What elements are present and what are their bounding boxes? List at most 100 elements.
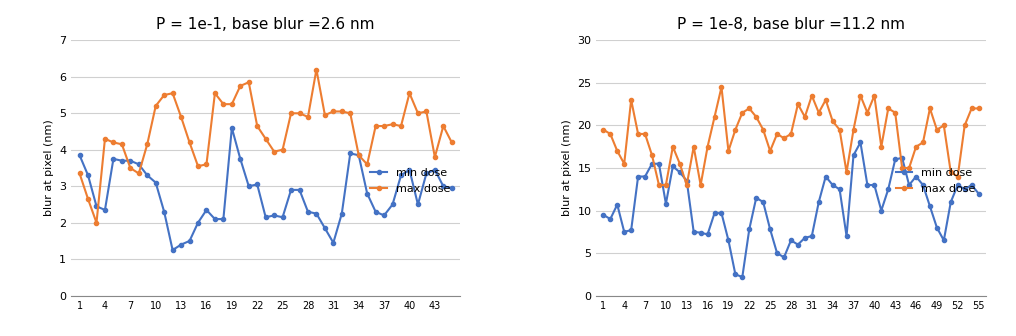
min dose	[184, 239, 196, 243]
max dose	[99, 137, 111, 141]
max dose	[674, 162, 686, 166]
max dose	[403, 91, 416, 95]
max dose	[90, 221, 103, 225]
max dose	[149, 104, 162, 108]
min dose	[378, 213, 390, 217]
Line: max dose: max dose	[77, 68, 454, 225]
min dose	[854, 140, 867, 144]
max dose	[421, 110, 433, 114]
max dose	[386, 122, 398, 126]
max dose	[302, 115, 314, 119]
max dose	[294, 111, 306, 115]
min dose	[158, 210, 171, 214]
max dose	[200, 162, 212, 166]
min dose	[972, 192, 985, 196]
max dose	[310, 68, 322, 72]
min dose	[327, 241, 339, 245]
min dose	[124, 159, 136, 163]
min dose	[666, 164, 679, 168]
max dose	[370, 124, 382, 128]
Line: min dose: min dose	[601, 140, 980, 279]
min dose	[243, 184, 255, 188]
Legend: min dose, max dose: min dose, max dose	[891, 163, 980, 198]
min dose	[965, 183, 977, 187]
min dose	[99, 208, 111, 212]
min dose	[251, 182, 263, 186]
min dose	[403, 168, 416, 172]
Legend: min dose, max dose: min dose, max dose	[366, 163, 455, 198]
min dose	[395, 173, 407, 177]
min dose	[446, 186, 458, 190]
max dose	[597, 128, 610, 132]
max dose	[175, 115, 187, 119]
max dose	[319, 113, 331, 117]
max dose	[108, 140, 120, 144]
max dose	[259, 137, 271, 141]
min dose	[437, 184, 449, 188]
min dose	[217, 217, 230, 221]
Line: max dose: max dose	[601, 85, 980, 187]
max dose	[243, 80, 255, 84]
max dose	[395, 124, 407, 128]
min dose	[743, 227, 755, 231]
min dose	[82, 173, 94, 177]
min dose	[310, 212, 322, 216]
max dose	[695, 183, 707, 187]
max dose	[192, 164, 204, 168]
min dose	[108, 157, 120, 161]
max dose	[235, 84, 247, 88]
max dose	[750, 115, 762, 119]
max dose	[429, 155, 441, 159]
max dose	[73, 171, 85, 175]
min dose	[209, 217, 221, 221]
max dose	[268, 150, 280, 154]
max dose	[116, 142, 128, 146]
max dose	[446, 140, 458, 144]
max dose	[217, 102, 230, 106]
max dose	[639, 132, 651, 136]
max dose	[327, 110, 339, 114]
max dose	[945, 170, 957, 174]
max dose	[284, 111, 297, 115]
Line: min dose: min dose	[77, 126, 454, 252]
min dose	[276, 215, 289, 219]
min dose	[284, 188, 297, 192]
max dose	[378, 124, 390, 128]
min dose	[353, 153, 365, 157]
min dose	[90, 204, 103, 208]
min dose	[200, 208, 212, 212]
max dose	[437, 124, 449, 128]
min dose	[226, 126, 238, 130]
min dose	[302, 210, 314, 214]
min dose	[429, 168, 441, 172]
min dose	[319, 226, 331, 230]
min dose	[294, 188, 306, 192]
min dose	[335, 212, 347, 216]
min dose	[386, 203, 398, 207]
min dose	[737, 275, 749, 279]
max dose	[133, 171, 145, 175]
max dose	[653, 183, 665, 187]
max dose	[335, 110, 347, 114]
max dose	[251, 124, 263, 128]
max dose	[411, 111, 424, 115]
min dose	[268, 213, 280, 217]
max dose	[209, 91, 221, 95]
min dose	[133, 162, 145, 166]
min dose	[688, 230, 700, 234]
Y-axis label: blur at pixel (nm): blur at pixel (nm)	[44, 120, 54, 216]
max dose	[82, 197, 94, 201]
max dose	[353, 153, 365, 157]
min dose	[167, 248, 179, 252]
min dose	[411, 203, 424, 207]
min dose	[361, 192, 373, 196]
min dose	[639, 174, 651, 178]
max dose	[972, 107, 985, 111]
min dose	[421, 171, 433, 175]
max dose	[141, 142, 153, 146]
max dose	[158, 93, 171, 97]
min dose	[370, 210, 382, 214]
max dose	[184, 140, 196, 144]
min dose	[149, 180, 162, 184]
min dose	[235, 157, 247, 161]
